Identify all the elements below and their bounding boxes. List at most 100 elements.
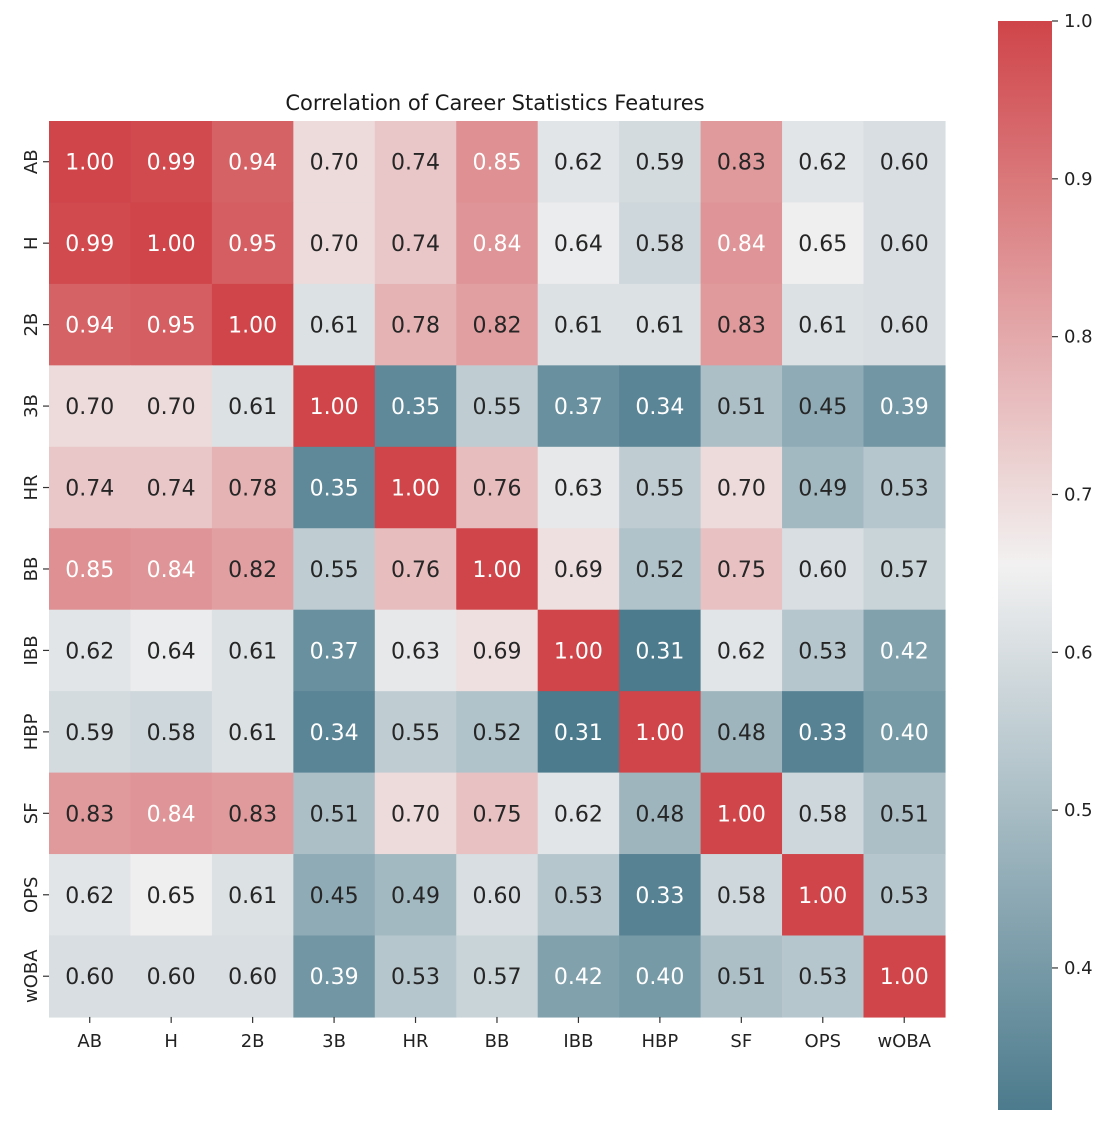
- heatmap-cell-2B-SF: [700, 283, 783, 366]
- heatmap-cell-H-IBB: [537, 202, 620, 285]
- heatmap-cell-H-BB: [456, 202, 539, 285]
- heatmap-cell-2B-3B: [293, 283, 376, 366]
- heatmap-cell-OPS-IBB: [537, 854, 620, 937]
- heatmap-cell-wOBA-AB: [49, 935, 132, 1018]
- y-tick-label-wOBA: wOBA: [21, 949, 42, 1003]
- cell-value-label: 0.75: [472, 802, 521, 827]
- heatmap-cell-wOBA-2B: [211, 935, 294, 1018]
- colorbar: [998, 21, 1052, 1110]
- cell-value-label: 1.00: [228, 314, 277, 339]
- heatmap-cell-HBP-SF: [700, 691, 783, 774]
- cell-value-label: 0.64: [147, 639, 196, 664]
- heatmap-cell-IBB-2B: [211, 609, 294, 692]
- cell-value-label: 0.61: [635, 314, 684, 339]
- colorbar-tick-label: 0.7: [1064, 484, 1093, 505]
- x-tick-label-IBB: IBB: [563, 1031, 593, 1052]
- cell-value-label: 0.40: [880, 721, 929, 746]
- heatmap-cell-3B-AB: [49, 365, 132, 448]
- cell-value-label: 0.83: [717, 314, 766, 339]
- heatmap-cell-HR-OPS: [782, 446, 865, 529]
- y-tick-label-HR: HR: [21, 475, 42, 501]
- heatmap-cell-wOBA-HR: [374, 935, 457, 1018]
- cell-value-label: 1.00: [147, 232, 196, 257]
- heatmap-cell-HBP-IBB: [537, 691, 620, 774]
- heatmap-cell-HBP-HR: [374, 691, 457, 774]
- y-tick-label-BB: BB: [21, 557, 42, 582]
- heatmap-cell-H-wOBA: [863, 202, 946, 285]
- cell-value-label: 0.76: [472, 477, 521, 502]
- cell-value-label: 0.84: [147, 558, 196, 583]
- heatmap-cell-BB-HBP: [619, 528, 702, 611]
- cell-value-label: 0.94: [228, 151, 277, 176]
- heatmap-cell-OPS-SF: [700, 854, 783, 937]
- cell-value-label: 0.60: [228, 965, 277, 990]
- cell-value-label: 0.48: [635, 802, 684, 827]
- cell-value-label: 1.00: [635, 721, 684, 746]
- heatmap-cell-HBP-HBP: [619, 691, 702, 774]
- cell-value-label: 0.84: [472, 232, 521, 257]
- heatmap-cell-SF-BB: [456, 772, 539, 855]
- heatmap-cell-OPS-3B: [293, 854, 376, 937]
- cell-value-label: 0.60: [147, 965, 196, 990]
- cell-value-label: 0.99: [65, 232, 114, 257]
- heatmap-cell-IBB-SF: [700, 609, 783, 692]
- heatmap-cell-AB-AB: [49, 121, 132, 204]
- cell-value-label: 0.39: [880, 395, 929, 420]
- cell-value-label: 0.33: [635, 884, 684, 909]
- heatmap-cell-IBB-HR: [374, 609, 457, 692]
- heatmap-cell-BB-BB: [456, 528, 539, 611]
- y-tick-label-2B: 2B: [21, 313, 42, 337]
- heatmap-cell-BB-wOBA: [863, 528, 946, 611]
- heatmap-cell-OPS-2B: [211, 854, 294, 937]
- cell-value-label: 0.57: [880, 558, 929, 583]
- cell-value-label: 0.60: [880, 314, 929, 339]
- heatmap-cell-HBP-wOBA: [863, 691, 946, 774]
- heatmap-cell-IBB-IBB: [537, 609, 620, 692]
- cell-value-label: 0.31: [554, 721, 603, 746]
- cell-value-label: 0.53: [554, 884, 603, 909]
- x-tick-label-HR: HR: [403, 1031, 429, 1052]
- heatmap-cell-SF-IBB: [537, 772, 620, 855]
- heatmap-cell-SF-3B: [293, 772, 376, 855]
- heatmap-cell-HBP-BB: [456, 691, 539, 774]
- heatmap-cell-wOBA-3B: [293, 935, 376, 1018]
- heatmap-cell-3B-3B: [293, 365, 376, 448]
- heatmap-cell-AB-OPS: [782, 121, 865, 204]
- cell-value-label: 0.35: [391, 395, 440, 420]
- cell-value-label: 0.84: [147, 802, 196, 827]
- colorbar-tick-label: 0.4: [1064, 958, 1093, 979]
- colorbar-tick-label: 1.0: [1064, 11, 1093, 32]
- cell-value-label: 0.84: [717, 232, 766, 257]
- heatmap-cell-H-OPS: [782, 202, 865, 285]
- heatmap-cell-2B-AB: [49, 283, 132, 366]
- y-tick-label-IBB: IBB: [21, 635, 42, 665]
- cell-value-label: 0.74: [391, 232, 440, 257]
- cell-value-label: 0.82: [228, 558, 277, 583]
- heatmap-cell-H-3B: [293, 202, 376, 285]
- y-tick-label-OPS: OPS: [21, 877, 42, 913]
- cell-value-label: 0.37: [310, 639, 359, 664]
- cell-value-label: 0.33: [798, 721, 847, 746]
- cell-value-label: 0.42: [554, 965, 603, 990]
- heatmap-cell-wOBA-H: [130, 935, 213, 1018]
- cell-value-label: 0.62: [717, 639, 766, 664]
- heatmap-cell-HBP-AB: [49, 691, 132, 774]
- cell-value-label: 0.58: [798, 802, 847, 827]
- heatmap-cell-BB-AB: [49, 528, 132, 611]
- heatmap-cell-wOBA-wOBA: [863, 935, 946, 1018]
- cell-value-label: 0.62: [65, 639, 114, 664]
- heatmap-cell-IBB-3B: [293, 609, 376, 692]
- cell-value-label: 0.55: [310, 558, 359, 583]
- cell-value-label: 0.61: [228, 884, 277, 909]
- cell-value-label: 0.61: [228, 395, 277, 420]
- heatmap-cell-3B-OPS: [782, 365, 865, 448]
- cell-value-label: 0.58: [147, 721, 196, 746]
- heatmap-cell-3B-wOBA: [863, 365, 946, 448]
- y-tick-label-HBP: HBP: [21, 713, 42, 750]
- cell-value-label: 0.31: [635, 639, 684, 664]
- cell-value-label: 0.60: [472, 884, 521, 909]
- cell-value-label: 0.60: [65, 965, 114, 990]
- heatmap-cell-HBP-OPS: [782, 691, 865, 774]
- cell-value-label: 0.53: [798, 639, 847, 664]
